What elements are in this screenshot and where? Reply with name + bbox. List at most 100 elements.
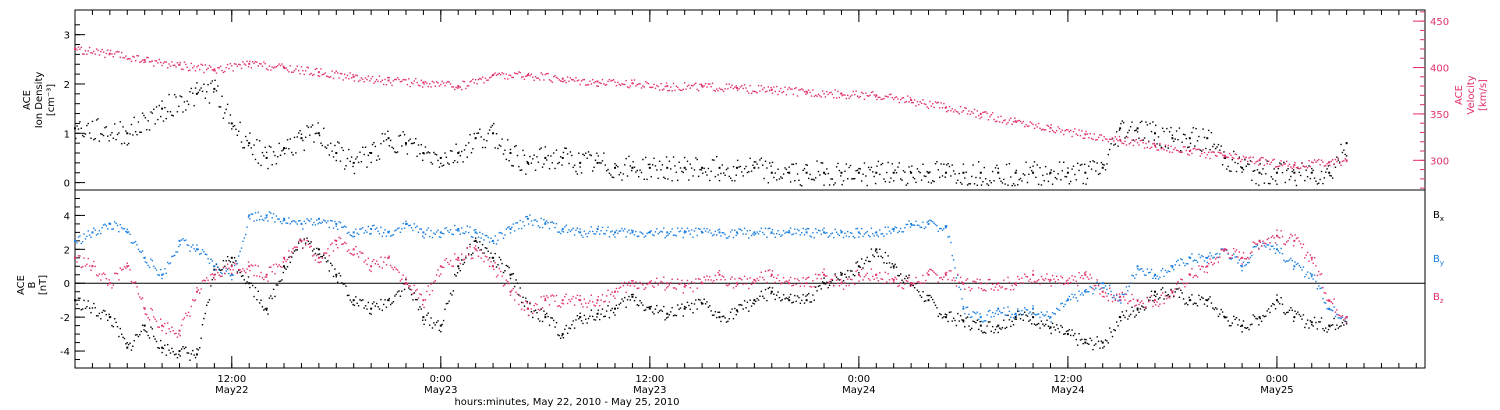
bx-point [1221, 311, 1224, 313]
velocity-point [915, 105, 917, 107]
bz-point [162, 325, 165, 328]
bz-point [614, 290, 616, 293]
bz-point [95, 274, 98, 276]
bz-point [947, 278, 949, 281]
by-point [493, 242, 495, 245]
bz-point [756, 277, 758, 280]
density-point [1221, 164, 1224, 166]
velocity-point [335, 70, 337, 72]
bz-point [505, 279, 508, 281]
density-point [991, 170, 994, 173]
bx-point [364, 305, 367, 307]
by-point [160, 268, 162, 271]
by-point [1061, 302, 1064, 304]
density-point [430, 161, 432, 164]
by-point [955, 277, 958, 279]
bz-point [1026, 276, 1029, 278]
bz-point [258, 275, 261, 278]
density-point [261, 151, 264, 154]
by-point [1100, 282, 1103, 285]
bx-point [469, 243, 471, 246]
bz-point [367, 257, 370, 260]
bz-point [452, 265, 455, 267]
density-point [271, 164, 273, 166]
velocity-point [1096, 138, 1098, 141]
velocity-point [579, 83, 581, 86]
by-point [768, 227, 771, 230]
by-point [189, 250, 191, 252]
bz-point [435, 274, 438, 276]
density-point [859, 168, 861, 170]
velocity-point [297, 69, 300, 72]
bx-point [370, 313, 372, 315]
by-point [1088, 291, 1090, 293]
bz-point [207, 279, 209, 281]
density-point [1131, 121, 1133, 123]
bz-point [842, 288, 845, 290]
bz-point [438, 275, 441, 277]
by-point [547, 222, 549, 224]
velocity-point [1117, 140, 1119, 142]
density-point [965, 171, 967, 173]
velocity-point [1100, 134, 1103, 136]
by-point [107, 228, 109, 230]
density-point [741, 171, 743, 173]
velocity-point [331, 70, 333, 72]
bx-point [1168, 295, 1171, 297]
by-point [909, 226, 912, 228]
density-point [661, 164, 664, 166]
bz-point [695, 278, 697, 280]
bx-point [247, 276, 250, 278]
by-point [624, 228, 626, 230]
bx-point [725, 321, 728, 323]
bz-point [179, 334, 181, 337]
by-point [1336, 313, 1338, 316]
density-point [1279, 162, 1281, 164]
velocity-point [215, 72, 218, 74]
bx-point [1139, 308, 1142, 310]
density-point [1079, 164, 1082, 166]
by-point [264, 217, 266, 219]
velocity-point [1341, 160, 1344, 163]
velocity-point [566, 76, 569, 78]
bx-point [405, 279, 407, 281]
velocity-point [736, 89, 739, 91]
density-point [944, 171, 947, 174]
bz-point [522, 302, 524, 304]
by-point [272, 213, 275, 215]
density-point [898, 162, 900, 164]
velocity-point [1082, 137, 1084, 140]
by-point [144, 261, 147, 263]
density-point [1241, 166, 1244, 169]
by-point [1017, 308, 1019, 310]
by-point [1178, 264, 1181, 267]
bz-point [863, 276, 866, 278]
bx-point [1322, 327, 1324, 330]
velocity-point [515, 72, 517, 75]
bz-point [235, 263, 237, 265]
by-point [1231, 257, 1234, 259]
bx-point [589, 315, 591, 317]
by-point [474, 231, 477, 234]
bz-point [575, 297, 577, 299]
by-point [1219, 253, 1221, 255]
bz-point [820, 278, 822, 280]
bz-point [212, 276, 215, 279]
bz-point [566, 302, 569, 305]
density-point [456, 161, 459, 163]
velocity-point [84, 49, 87, 52]
by-point [663, 227, 665, 229]
velocity-point [1153, 142, 1156, 145]
bz-point [622, 285, 625, 287]
density-point [155, 106, 158, 108]
bz-point [612, 295, 615, 297]
by-point [537, 225, 540, 227]
bz-point [725, 284, 728, 286]
velocity-point [1209, 157, 1211, 160]
bx-point [1323, 329, 1326, 332]
bx-point [1025, 314, 1027, 316]
bx-point [774, 298, 776, 301]
by-point [1075, 297, 1077, 299]
bz-point [1025, 275, 1027, 278]
by-point [915, 220, 917, 223]
